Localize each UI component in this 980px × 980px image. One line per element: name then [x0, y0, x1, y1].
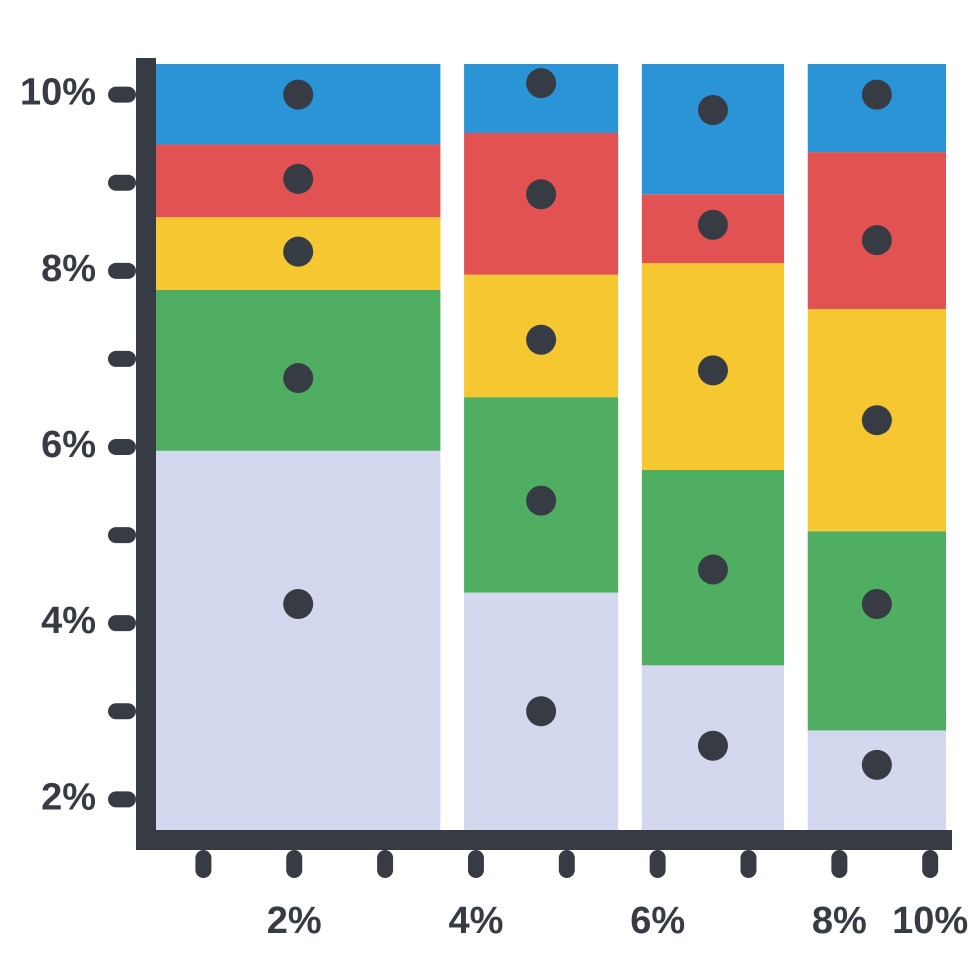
- y-tick-label-8: 2%: [41, 776, 96, 818]
- bar-2-dot-2: [698, 355, 728, 385]
- bar-1-dot-1: [526, 486, 556, 516]
- y-tick-8: [108, 791, 136, 807]
- y-tick-7: [108, 703, 136, 719]
- bar-3-segment-lilac: [808, 730, 946, 830]
- bar-2-dot-3: [698, 210, 728, 240]
- x-tick-4: [559, 850, 575, 878]
- y-tick-0: [108, 87, 136, 103]
- bar-0-dot-2: [283, 237, 313, 267]
- x-tick-5: [650, 850, 666, 878]
- x-tick-8: [922, 850, 938, 878]
- x-tick-0: [195, 850, 211, 878]
- bar-3-segment-green: [808, 531, 946, 730]
- bar-3-dot-4: [862, 80, 892, 110]
- bar-0-dot-1: [283, 363, 313, 393]
- y-tick-label-2: 8%: [41, 248, 96, 290]
- x-tick-1: [286, 850, 302, 878]
- x-tick-label-7: 8%: [812, 900, 867, 942]
- x-tick-label-5: 6%: [630, 900, 685, 942]
- x-axis: [136, 830, 952, 850]
- y-tick-3: [108, 351, 136, 367]
- y-tick-label-4: 6%: [41, 424, 96, 466]
- x-tick-label-8: 10%: [892, 900, 968, 942]
- bar-2-dot-0: [698, 731, 728, 761]
- x-tick-6: [741, 850, 757, 878]
- x-tick-3: [468, 850, 484, 878]
- y-tick-1: [108, 175, 136, 191]
- bar-2-segment-blue: [642, 64, 784, 194]
- bar-3-dot-2: [862, 405, 892, 435]
- x-tick-2: [377, 850, 393, 878]
- stacked-bar-chart: 10% 8% 6% 4% 2% 2% 4% 6% 8% 10%: [0, 0, 980, 980]
- bar-0-dot-0: [283, 589, 313, 619]
- x-tick-label-3: 4%: [448, 900, 503, 942]
- x-tick-label-1: 2%: [267, 900, 322, 942]
- bar-0-segment-lilac: [156, 451, 440, 830]
- bar-1-dot-0: [526, 696, 556, 726]
- y-tick-6: [108, 615, 136, 631]
- y-tick-label-0: 10%: [20, 72, 96, 114]
- y-tick-5: [108, 527, 136, 543]
- y-tick-2: [108, 263, 136, 279]
- bars-group: [156, 64, 946, 830]
- bar-0-dot-3: [283, 164, 313, 194]
- y-tick-label-6: 4%: [41, 600, 96, 642]
- bar-2-dot-4: [698, 95, 728, 125]
- bar-1-dot-2: [526, 325, 556, 355]
- bar-3-dot-3: [862, 225, 892, 255]
- bar-0-dot-4: [283, 80, 313, 110]
- x-tick-7: [831, 850, 847, 878]
- bar-3-dot-0: [862, 750, 892, 780]
- bar-1-dot-3: [526, 179, 556, 209]
- y-tick-4: [108, 439, 136, 455]
- bar-2-dot-1: [698, 555, 728, 585]
- bar-3-dot-1: [862, 589, 892, 619]
- y-axis: [136, 58, 156, 850]
- bar-1-dot-4: [526, 68, 556, 98]
